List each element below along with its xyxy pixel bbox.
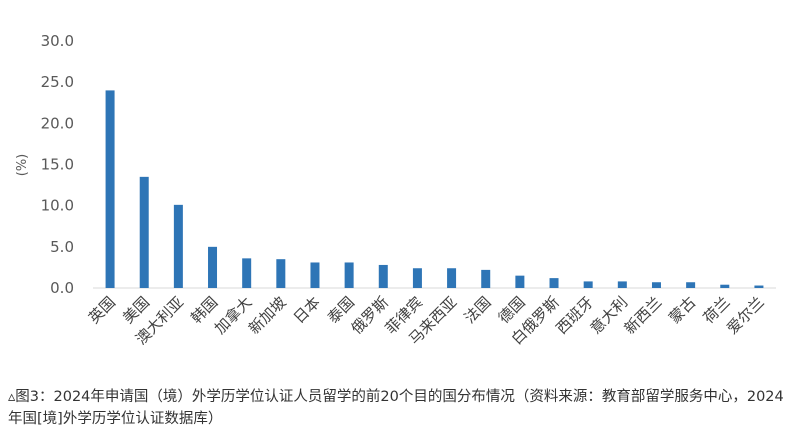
y-tick-label: 0.0 — [50, 279, 74, 297]
bar — [447, 268, 457, 288]
bar — [720, 284, 730, 288]
bar — [686, 282, 696, 288]
y-tick-label: 15.0 — [41, 156, 74, 174]
bar — [276, 259, 286, 288]
bar — [208, 246, 218, 288]
bar — [651, 282, 661, 288]
bars — [105, 90, 764, 289]
bar — [481, 269, 491, 288]
bar — [344, 262, 354, 288]
x-category-label: 意大利 — [587, 293, 632, 338]
bar — [617, 281, 627, 288]
x-category-label: 蒙古 — [666, 293, 700, 327]
x-category-label: 新加坡 — [245, 293, 290, 338]
bar — [173, 204, 183, 288]
y-axis-label: (%) — [15, 154, 30, 177]
x-category-label: 日本 — [290, 293, 324, 327]
y-axis-ticks: 30.0 25.0 20.0 15.0 10.0 5.0 0.0 — [41, 32, 74, 297]
bar-chart: 30.0 25.0 20.0 15.0 10.0 5.0 0.0 (%) 英国 美国澳大利亚韩… — [15, 32, 776, 348]
y-tick-label: 25.0 — [41, 73, 74, 91]
bar — [754, 285, 764, 288]
y-tick-label: 5.0 — [50, 238, 74, 256]
bar — [515, 275, 525, 288]
bar — [139, 176, 149, 288]
x-category-label: 西班牙 — [552, 293, 597, 338]
bar — [310, 262, 320, 288]
x-category-label: 俄罗斯 — [348, 293, 393, 338]
x-category-label: 法国 — [461, 293, 495, 327]
bar — [583, 281, 593, 288]
x-category-label: 爱尔兰 — [723, 293, 768, 338]
y-tick-label: 10.0 — [41, 197, 74, 215]
y-tick-label: 30.0 — [41, 32, 74, 50]
bar — [242, 258, 252, 288]
x-category-label: 英国 — [85, 293, 119, 327]
bar — [549, 278, 559, 288]
bar — [105, 90, 115, 289]
bar — [412, 268, 422, 288]
y-tick-label: 20.0 — [41, 114, 74, 132]
bar — [378, 264, 388, 288]
figure-caption: ▵图3：2024年申请国（境）外学历学位认证人员留学的前20个目的国分布情况（资… — [8, 389, 784, 427]
x-category-label: 加拿大 — [211, 293, 256, 338]
x-category-label: 新西兰 — [621, 293, 666, 338]
